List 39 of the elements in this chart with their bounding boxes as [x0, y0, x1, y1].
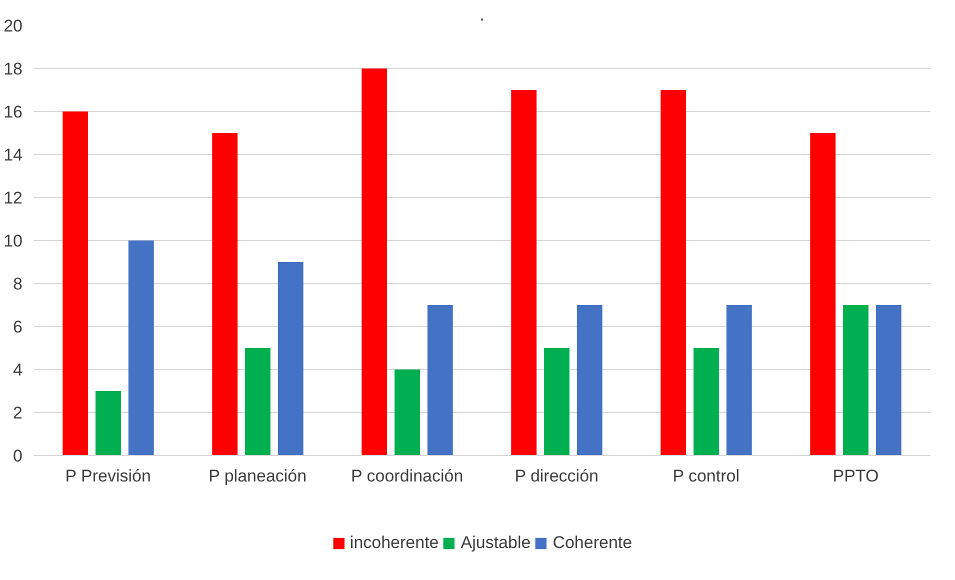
bar: [843, 305, 868, 456]
x-tick-label: P control: [672, 466, 740, 486]
y-tick-label: 16: [4, 102, 23, 122]
legend-label: incoherente: [350, 532, 439, 552]
bar: [427, 305, 453, 456]
y-tick-label: 14: [4, 146, 23, 164]
y-tick-label: 12: [4, 188, 23, 208]
legend-label: Coherente: [552, 532, 632, 552]
x-tick-label: P Previsión: [65, 466, 151, 486]
bar: [245, 348, 270, 456]
y-tick-label: 10: [4, 232, 23, 250]
x-tick-label: P planeación: [208, 466, 307, 486]
y-tick-label: 4: [13, 360, 23, 380]
bar: [726, 305, 752, 456]
bar: [62, 112, 88, 456]
bar: [394, 370, 420, 456]
bar: [128, 240, 154, 456]
chart-title: .: [480, 4, 485, 24]
bar: [212, 133, 238, 456]
bar: [544, 348, 570, 456]
x-tick-label: PPTO: [832, 466, 879, 486]
bar: [576, 305, 602, 456]
bar: [278, 262, 304, 456]
bar: [810, 133, 836, 456]
y-tick-label: 2: [13, 404, 23, 422]
bar: [96, 391, 121, 456]
bar: [876, 305, 902, 456]
y-tick-label: 20: [4, 16, 23, 36]
bar: [362, 68, 388, 456]
bar: [694, 348, 719, 456]
x-tick-label: P coordinación: [351, 466, 464, 486]
bar: [511, 90, 537, 456]
y-tick-label: 8: [13, 274, 23, 294]
x-tick-label: P dirección: [514, 466, 598, 486]
legend-label: Ajustable: [460, 532, 531, 552]
y-tick-label: 6: [13, 318, 23, 336]
bar: [660, 90, 686, 456]
y-tick-label: 18: [4, 60, 23, 78]
y-tick-label: 0: [13, 446, 23, 466]
